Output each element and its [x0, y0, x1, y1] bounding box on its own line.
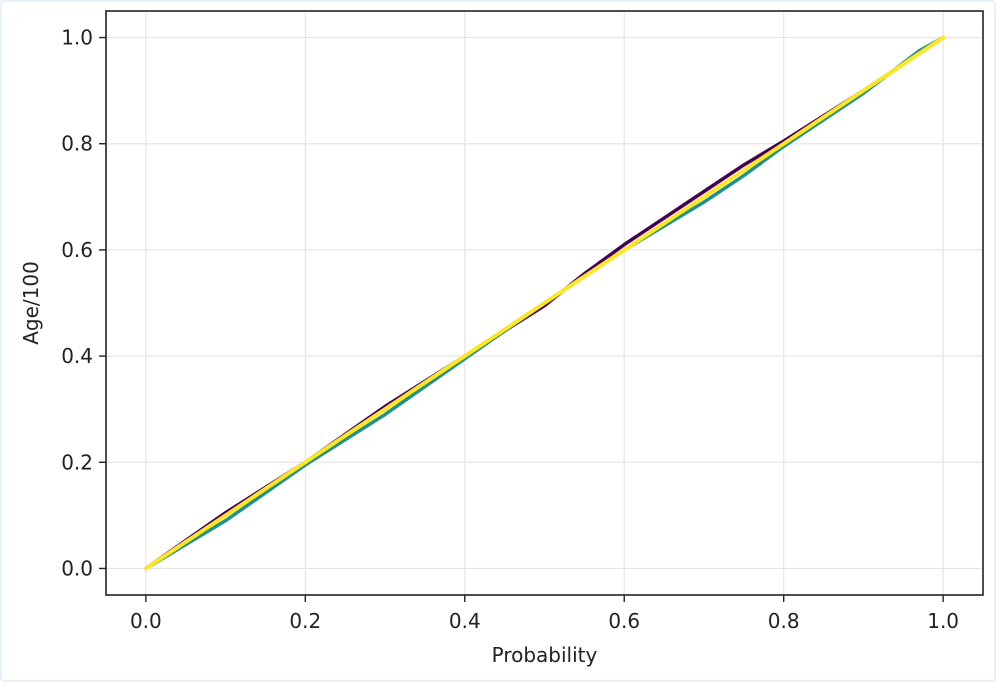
y-tick-label: 0.8 [61, 132, 93, 156]
series-layer [143, 35, 946, 571]
plot-area-border [105, 10, 984, 596]
y-tick-label: 0.4 [61, 344, 93, 368]
y-axis-label: Age/100 [19, 261, 43, 345]
grid [106, 11, 983, 595]
y-tick-label: 0.2 [61, 450, 93, 474]
axis-ticks: 0.0 0.2 0.4 0.6 0.8 1.0 0.0 0.2 0.4 0.6 0.8 1.0 [61, 26, 959, 633]
x-tick-label: 0.2 [289, 609, 321, 633]
x-axis-label: Probability [492, 643, 598, 667]
x-tick-label: 0.0 [130, 609, 162, 633]
x-tick-label: 0.6 [608, 609, 640, 633]
y-tick-label: 0.0 [61, 556, 93, 580]
series-line-3 [143, 35, 946, 571]
y-tick-label: 1.0 [61, 26, 93, 50]
x-tick-label: 0.8 [768, 609, 800, 633]
x-tick-label: 1.0 [927, 609, 959, 633]
x-tick-label: 0.4 [449, 609, 481, 633]
y-tick-label: 0.6 [61, 238, 93, 262]
